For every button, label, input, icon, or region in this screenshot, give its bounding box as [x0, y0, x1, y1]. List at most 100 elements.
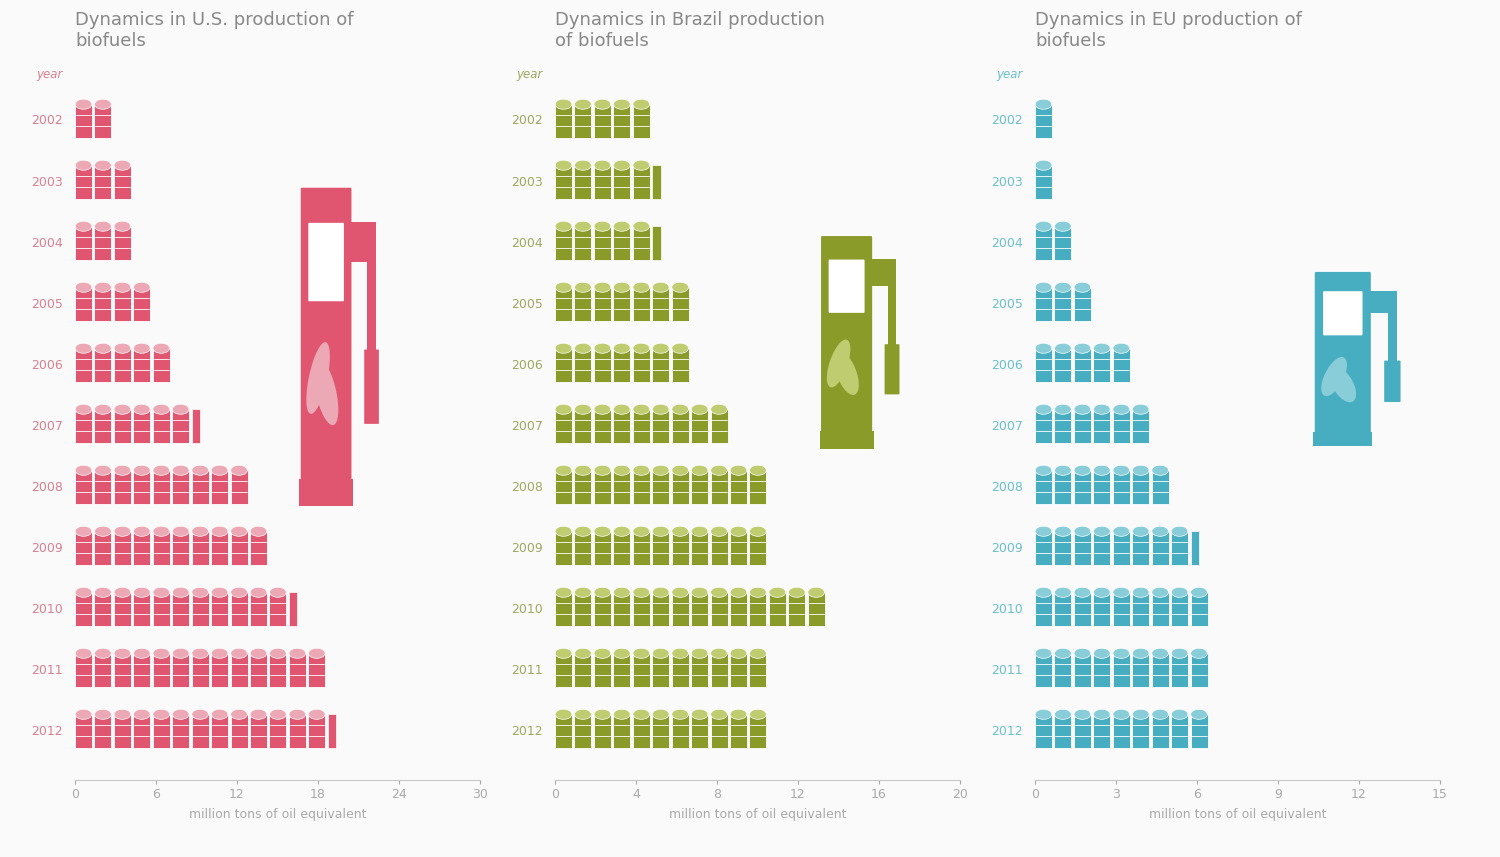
Ellipse shape	[555, 221, 572, 231]
Ellipse shape	[1113, 405, 1130, 414]
Ellipse shape	[231, 648, 248, 658]
Ellipse shape	[1035, 648, 1052, 658]
Bar	[231, 531, 248, 565]
Bar	[1054, 410, 1071, 443]
Ellipse shape	[594, 405, 610, 414]
Bar	[614, 653, 630, 686]
Bar	[134, 470, 150, 504]
Bar	[652, 410, 669, 443]
Ellipse shape	[711, 587, 728, 597]
Ellipse shape	[153, 587, 170, 597]
Ellipse shape	[711, 648, 728, 658]
Ellipse shape	[614, 160, 630, 171]
Text: 2006: 2006	[992, 358, 1023, 372]
Bar	[94, 592, 111, 626]
Ellipse shape	[574, 710, 591, 719]
Text: 2006: 2006	[32, 358, 63, 372]
Ellipse shape	[251, 648, 267, 658]
Bar	[1132, 592, 1149, 626]
Bar	[211, 531, 228, 565]
Bar	[574, 714, 591, 748]
Ellipse shape	[730, 587, 747, 597]
Bar	[114, 592, 130, 626]
Bar	[1035, 653, 1052, 686]
Bar	[692, 531, 708, 565]
Ellipse shape	[711, 526, 728, 536]
Text: 2008: 2008	[512, 481, 543, 494]
Ellipse shape	[134, 710, 150, 719]
Ellipse shape	[1074, 587, 1090, 597]
Ellipse shape	[75, 648, 92, 658]
Ellipse shape	[114, 221, 130, 231]
Bar	[574, 165, 591, 199]
Ellipse shape	[1113, 587, 1130, 597]
Bar	[789, 592, 806, 626]
Ellipse shape	[172, 405, 189, 414]
Bar	[730, 653, 747, 686]
Bar	[574, 592, 591, 626]
Ellipse shape	[314, 360, 339, 425]
Bar	[711, 714, 728, 748]
Bar	[1094, 410, 1110, 443]
Text: 2004: 2004	[992, 237, 1023, 249]
Bar	[1074, 348, 1090, 382]
Ellipse shape	[555, 282, 572, 292]
Ellipse shape	[1054, 221, 1071, 231]
Bar	[134, 287, 150, 321]
Bar	[1035, 410, 1052, 443]
Text: 2005: 2005	[32, 297, 63, 310]
Ellipse shape	[134, 343, 150, 353]
Bar	[1113, 531, 1130, 565]
Ellipse shape	[614, 405, 630, 414]
Text: 2006: 2006	[512, 358, 543, 372]
Ellipse shape	[1074, 343, 1090, 353]
Bar	[1152, 592, 1168, 626]
Text: 2010: 2010	[512, 602, 543, 615]
Ellipse shape	[94, 710, 111, 719]
Bar	[231, 653, 248, 686]
Bar	[672, 287, 688, 321]
Bar	[1074, 714, 1090, 748]
Ellipse shape	[672, 465, 688, 476]
Bar	[652, 348, 669, 382]
Ellipse shape	[574, 526, 591, 536]
Bar	[574, 226, 591, 260]
Ellipse shape	[211, 526, 228, 536]
Ellipse shape	[94, 221, 111, 231]
Ellipse shape	[614, 99, 630, 109]
Ellipse shape	[251, 710, 267, 719]
Bar	[1172, 653, 1188, 686]
Bar	[94, 531, 111, 565]
Bar	[672, 470, 688, 504]
Bar	[594, 165, 610, 199]
Bar	[114, 470, 130, 504]
Ellipse shape	[633, 282, 650, 292]
Bar	[211, 470, 228, 504]
Ellipse shape	[672, 405, 688, 414]
Ellipse shape	[555, 465, 572, 476]
Text: 2012: 2012	[32, 724, 63, 738]
Bar	[134, 653, 150, 686]
Ellipse shape	[730, 465, 747, 476]
Ellipse shape	[555, 160, 572, 171]
Ellipse shape	[231, 587, 248, 597]
Bar	[871, 260, 897, 286]
Bar	[1035, 714, 1052, 748]
Bar	[1094, 653, 1110, 686]
FancyBboxPatch shape	[885, 345, 900, 394]
Ellipse shape	[594, 710, 610, 719]
Bar	[134, 410, 150, 443]
Ellipse shape	[574, 648, 591, 658]
Bar	[692, 470, 708, 504]
Ellipse shape	[270, 710, 286, 719]
Ellipse shape	[574, 343, 591, 353]
Ellipse shape	[652, 587, 669, 597]
Ellipse shape	[172, 710, 189, 719]
Bar	[1152, 714, 1168, 748]
Ellipse shape	[192, 526, 208, 536]
Text: 2002: 2002	[32, 115, 63, 128]
Ellipse shape	[251, 526, 267, 536]
Bar	[94, 348, 111, 382]
Bar	[172, 470, 189, 504]
Bar	[192, 653, 208, 686]
